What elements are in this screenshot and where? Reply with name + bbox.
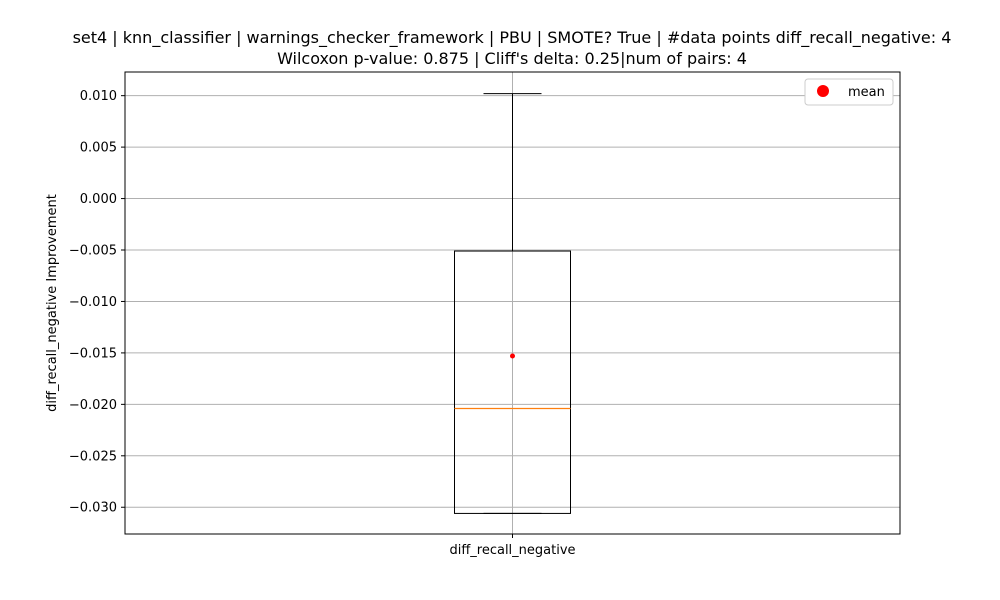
chart-title-line-2: Wilcoxon p-value: 0.875 | Cliff's delta:…: [277, 49, 747, 68]
mean-marker: [510, 353, 515, 359]
y-tick-label: −0.030: [69, 501, 117, 516]
y-tick-label: 0.005: [80, 141, 117, 156]
y-tick-label: 0.010: [80, 89, 117, 104]
y-tick-label: −0.010: [69, 295, 117, 310]
y-axis-ticks: −0.030 −0.025 −0.020 −0.015 −0.010 −0.005 0.00…: [69, 89, 125, 516]
y-tick-label: 0.000: [80, 192, 117, 207]
plot-area: [454, 93, 571, 514]
y-tick-label: −0.025: [69, 449, 117, 464]
legend-mean-marker: [817, 85, 829, 97]
y-tick-label: −0.005: [69, 244, 117, 259]
legend: mean: [804, 78, 894, 106]
x-axis-ticks: diff_recall_negative: [449, 534, 576, 558]
legend-mean-label: mean: [848, 85, 885, 100]
y-axis-label: diff_recall_negative Improvement: [45, 194, 60, 412]
legend-box: [804, 78, 894, 106]
y-tick-label: −0.020: [69, 398, 117, 413]
iqr-box: [454, 250, 571, 514]
y-tick-label: −0.015: [69, 346, 117, 361]
chart-title-line-1: set4 | knn_classifier | warnings_checker…: [73, 28, 952, 48]
plot-frame: [124, 71, 901, 535]
x-tick-label: diff_recall_negative: [449, 543, 575, 558]
